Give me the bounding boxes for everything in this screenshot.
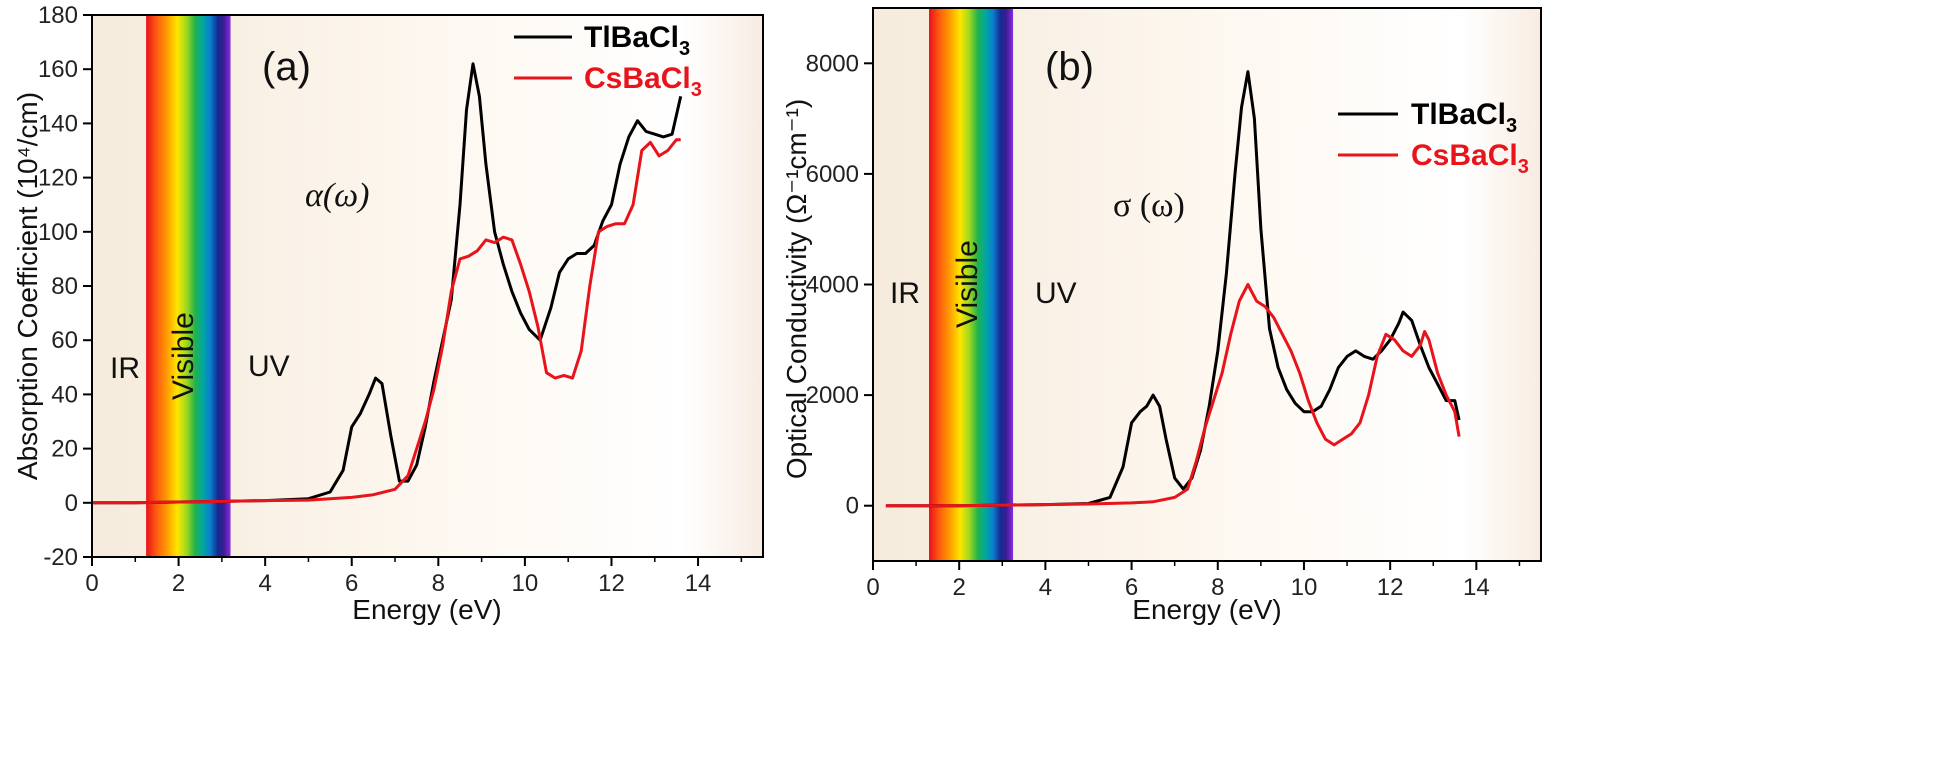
- y-tick-label: 0: [846, 493, 859, 520]
- uv-label-a: UV: [248, 350, 290, 383]
- panel-label-a: (a): [262, 45, 311, 89]
- x-tick-label: 4: [258, 570, 271, 597]
- y-axis-label-b: Optical Conductivity (Ω⁻¹cm⁻¹): [781, 99, 812, 479]
- x-tick-label: 14: [1463, 574, 1490, 601]
- x-axis-label-a: Energy (eV): [352, 594, 501, 625]
- visible-band-a: [146, 15, 231, 557]
- visible-band-b: [929, 8, 1014, 561]
- y-axis-label-a: Absorption Coefficient (10⁴/cm): [12, 92, 43, 480]
- x-tick-label: 12: [1377, 574, 1404, 601]
- x-tick-label: 10: [512, 570, 539, 597]
- function-label-b: σ (ω): [1113, 187, 1185, 224]
- visible-label-a: Visible: [167, 312, 200, 400]
- legend-label-tlbacl3-b: TlBaCl3: [1411, 98, 1517, 137]
- y-tick-label: 120: [38, 165, 78, 192]
- legend-label-csbacl3-b: CsBaCl3: [1411, 139, 1529, 178]
- series-line-tlbacl3-a: [92, 62, 683, 505]
- legend-label-csbacl3-a: CsBaCl3: [584, 62, 702, 101]
- y-tick-label: 160: [38, 56, 78, 83]
- y-tick-label: 180: [38, 2, 78, 29]
- x-tick-label: 8: [1211, 574, 1224, 601]
- y-tick-label: 2000: [806, 382, 859, 409]
- series-line-csbacl3-a: [92, 138, 681, 505]
- function-label-a: α(ω): [305, 177, 370, 214]
- x-tick-label: 2: [953, 574, 966, 601]
- y-tick-label: 100: [38, 219, 78, 246]
- panel-label-b: (b): [1045, 45, 1094, 89]
- panel-b: 0 2 4 6 8 10 12 14 0 2000 4000 6000 8000 (b) σ (ω) I…: [781, 7, 1542, 625]
- ir-label-b: IR: [890, 277, 920, 310]
- series-line-tlbacl3-b: [885, 70, 1461, 508]
- y-tick-label: 20: [51, 436, 78, 463]
- y-tick-label: 4000: [806, 272, 859, 299]
- x-tick-label: 0: [866, 574, 879, 601]
- x-tick-label: 12: [598, 570, 625, 597]
- y-tick-label: 6000: [806, 161, 859, 188]
- x-tick-label: 10: [1291, 574, 1318, 601]
- x-tick-label: 6: [345, 570, 358, 597]
- y-tick-label: 140: [38, 110, 78, 137]
- legend-a: TlBaCl3 CsBaCl3: [514, 21, 702, 101]
- series-line-csbacl3-b: [885, 283, 1461, 508]
- x-tick-label: 14: [685, 570, 712, 597]
- x-tick-label: 8: [432, 570, 445, 597]
- visible-label-b: Visible: [951, 240, 984, 328]
- legend-label-tlbacl3-a: TlBaCl3: [584, 21, 690, 60]
- x-axis-label-b: Energy (eV): [1132, 594, 1281, 625]
- y-tick-label: -20: [43, 544, 78, 571]
- y-tick-label: 60: [51, 327, 78, 354]
- uv-label-b: UV: [1035, 277, 1077, 310]
- y-tick-label: 40: [51, 381, 78, 408]
- legend-b: TlBaCl3 CsBaCl3: [1338, 98, 1529, 178]
- y-tick-label: 8000: [806, 50, 859, 77]
- panel-a: 0 2 4 6 8 10 12 14 -20 0 20 40 60 80 100 120 140 160 180 (…: [12, 2, 764, 625]
- x-tick-label: 6: [1125, 574, 1138, 601]
- y-tick-label: 0: [65, 490, 78, 517]
- x-tick-label: 2: [172, 570, 185, 597]
- y-tick-label: 80: [51, 273, 78, 300]
- x-tick-label: 0: [85, 570, 98, 597]
- ir-label-a: IR: [110, 352, 140, 385]
- x-tick-label: 4: [1039, 574, 1052, 601]
